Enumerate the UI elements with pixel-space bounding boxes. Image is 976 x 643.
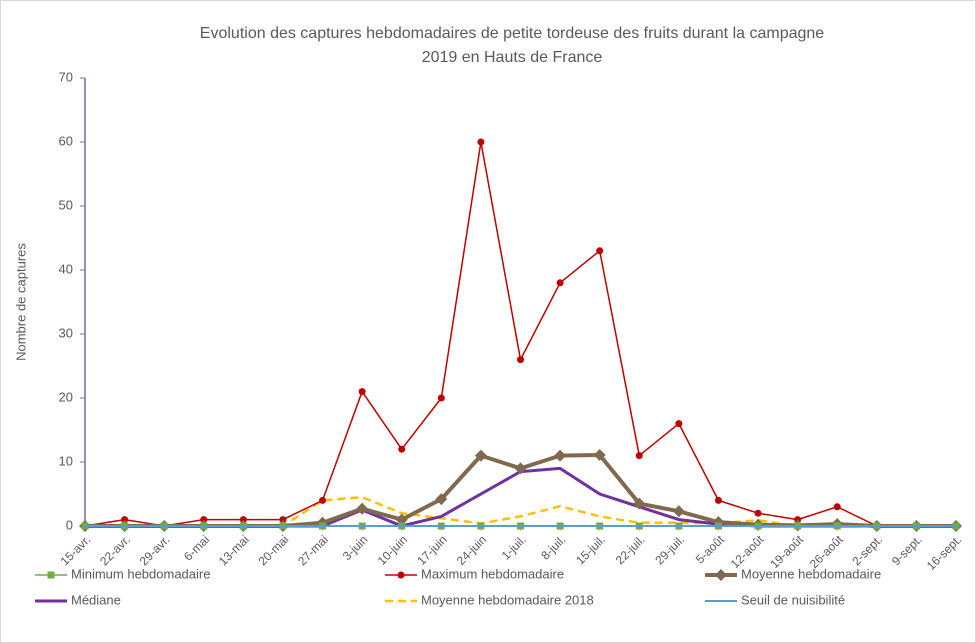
data-point: [672, 505, 685, 518]
chart-title: Evolution des captures hebdomadaires de …: [200, 25, 824, 42]
data-point: [633, 497, 646, 510]
chart-title: 2019 en Hauts de France: [422, 49, 603, 66]
data-point: [358, 388, 366, 396]
data-point: [554, 449, 567, 462]
y-tick-label: 40: [59, 261, 73, 276]
data-point: [556, 279, 564, 287]
data-point: [121, 516, 129, 524]
legend-label: Moyenne hebdomadaire: [741, 566, 881, 581]
data-point: [675, 420, 683, 428]
legend-label: Minimum hebdomadaire: [71, 566, 210, 581]
data-point: [593, 448, 606, 461]
data-point: [514, 462, 527, 475]
data-point: [239, 516, 247, 524]
data-point: [437, 394, 445, 402]
y-tick-label: 60: [59, 133, 73, 148]
legend-marker: [715, 569, 727, 581]
data-point: [435, 493, 448, 506]
data-point: [474, 449, 487, 462]
legend-label: Médiane: [71, 592, 121, 607]
data-point: [398, 445, 406, 453]
legend-label: Maximum hebdomadaire: [421, 566, 564, 581]
data-point: [754, 509, 762, 517]
data-point: [517, 356, 524, 364]
data-point: [833, 503, 841, 511]
y-axis-label: Nombre de captures: [13, 243, 28, 361]
legend-label: Seuil de nuisibilité: [741, 592, 845, 607]
y-tick-label: 20: [59, 389, 73, 404]
y-tick-label: 30: [59, 325, 73, 340]
legend-marker: [397, 571, 405, 579]
data-point: [596, 247, 604, 255]
data-point: [279, 516, 287, 524]
y-tick-label: 70: [59, 69, 73, 84]
data-point: [319, 496, 327, 504]
y-tick-label: 10: [59, 453, 73, 468]
data-point: [714, 496, 722, 504]
data-point: [200, 516, 208, 524]
data-point: [477, 138, 485, 146]
legend-label: Moyenne hebdomadaire 2018: [421, 592, 594, 607]
data-point: [356, 502, 369, 515]
y-tick-label: 50: [59, 197, 73, 212]
data-point: [635, 452, 643, 460]
legend-marker: [47, 571, 55, 579]
y-tick-label: 0: [66, 517, 73, 532]
